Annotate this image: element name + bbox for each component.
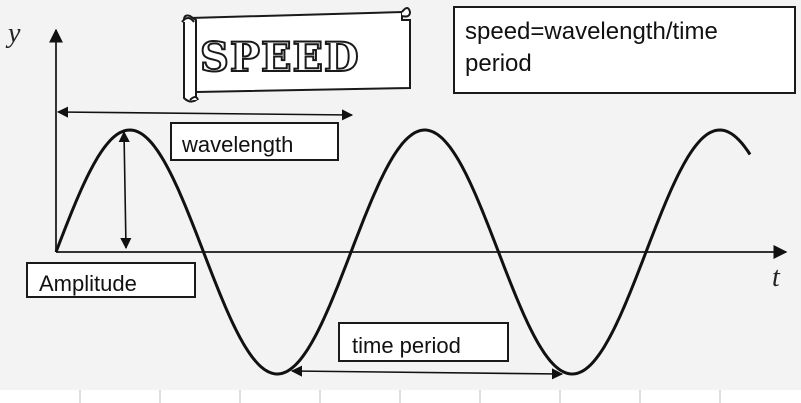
sine-wave: [54, 128, 752, 376]
y-axis-label: y: [8, 18, 21, 49]
wavelength-label: wavelength: [170, 122, 339, 161]
time-period-label: time period: [338, 322, 509, 362]
t-axis-label: t: [772, 262, 780, 293]
wavelength-arrow: [56, 106, 354, 121]
scroll-banner-icon: [181, 7, 412, 103]
formula-line-1: speed=wavelength/time: [465, 18, 718, 45]
amplitude-arrow: [118, 130, 132, 250]
ruler-ticks: [79, 390, 721, 403]
time-period-arrow: [290, 365, 564, 380]
formula-box: speed=wavelength/time period: [453, 6, 796, 94]
formula-line-2: period: [465, 50, 532, 77]
speed-title: SPEED: [199, 33, 360, 82]
amplitude-label: Amplitude: [26, 262, 196, 298]
